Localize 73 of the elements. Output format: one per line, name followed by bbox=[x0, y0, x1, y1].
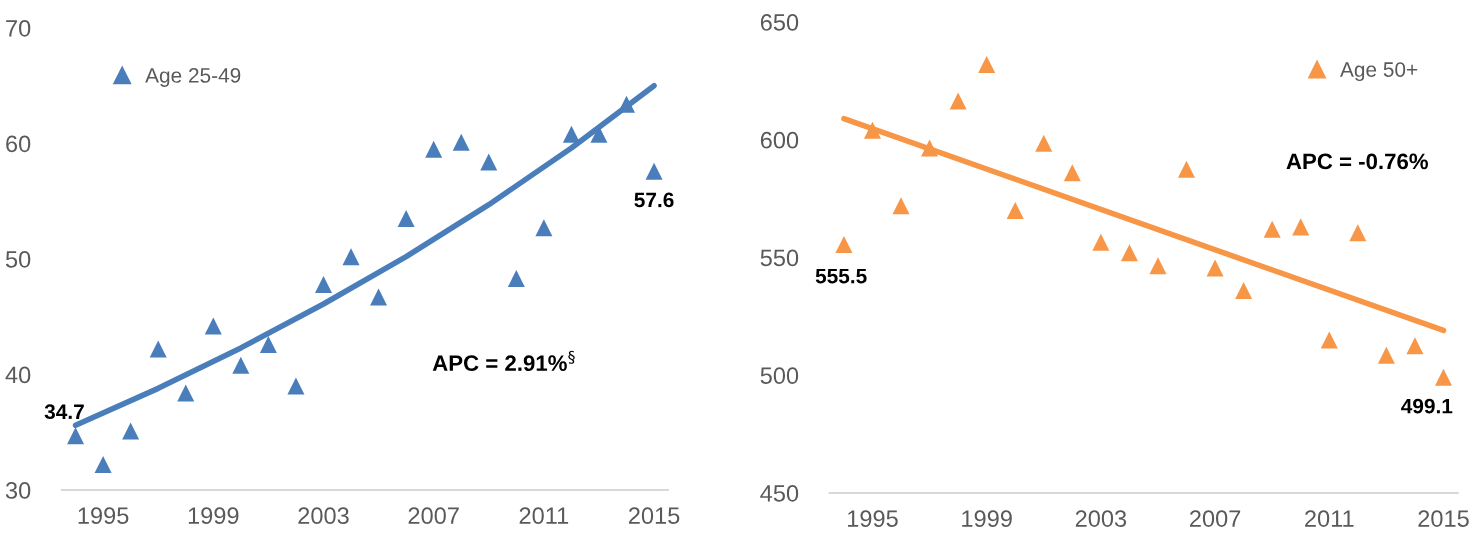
point bbox=[1320, 331, 1338, 349]
x-tick-label: 2007 bbox=[1190, 510, 1241, 527]
annotation: APC = -0.76% bbox=[1286, 153, 1428, 170]
point bbox=[287, 377, 305, 395]
point bbox=[507, 270, 525, 288]
point bbox=[1406, 337, 1424, 355]
point bbox=[342, 248, 360, 266]
data-label: 555.5 bbox=[815, 268, 867, 284]
x-tick-label: 2011 bbox=[519, 507, 569, 525]
y-tick-label: 450 bbox=[760, 485, 799, 502]
point bbox=[1377, 346, 1395, 364]
y-tick-label: 500 bbox=[760, 367, 799, 385]
data-label: 34.7 bbox=[44, 404, 84, 420]
point bbox=[425, 140, 443, 158]
point bbox=[835, 236, 853, 254]
point bbox=[1235, 281, 1253, 299]
y-tick-label: 40 bbox=[5, 366, 31, 384]
y-tick-label: 60 bbox=[6, 135, 31, 153]
point bbox=[892, 197, 910, 215]
legend-label: Age 50+ bbox=[1340, 62, 1418, 82]
point bbox=[1063, 164, 1081, 182]
point bbox=[232, 356, 250, 374]
point bbox=[949, 92, 967, 110]
y-tick-label: 600 bbox=[760, 131, 799, 149]
point bbox=[122, 422, 140, 440]
point bbox=[259, 335, 277, 353]
y-tick-label: 70 bbox=[6, 19, 31, 37]
point bbox=[1149, 257, 1167, 275]
y-tick-label: 50 bbox=[5, 251, 31, 268]
x-tick-label: 2003 bbox=[1075, 510, 1127, 527]
point bbox=[177, 384, 195, 402]
point bbox=[978, 55, 996, 73]
point bbox=[1006, 201, 1024, 219]
point bbox=[1263, 220, 1281, 238]
point bbox=[863, 121, 881, 139]
point bbox=[314, 275, 332, 293]
y-tick-label: 30 bbox=[5, 482, 31, 499]
point bbox=[562, 125, 580, 143]
point bbox=[618, 95, 636, 113]
point bbox=[94, 456, 112, 474]
x-tick-label: 1995 bbox=[848, 510, 898, 527]
point bbox=[1178, 160, 1196, 178]
y-tick-label: 550 bbox=[760, 249, 799, 267]
point bbox=[1206, 259, 1224, 277]
point bbox=[1349, 224, 1367, 242]
point bbox=[1292, 218, 1310, 236]
point bbox=[535, 219, 553, 237]
x-tick-label: 1995 bbox=[78, 507, 129, 525]
point bbox=[921, 139, 939, 157]
x-tick-label: 2015 bbox=[628, 507, 680, 525]
x-tick-label: 2015 bbox=[1418, 510, 1469, 527]
y-tick-label: 650 bbox=[760, 14, 799, 31]
x-tick-label: 2007 bbox=[408, 507, 459, 525]
point bbox=[452, 133, 470, 151]
point bbox=[1120, 244, 1138, 262]
legend-label: Age 25-49 bbox=[145, 68, 241, 87]
point bbox=[149, 340, 167, 358]
point bbox=[370, 288, 388, 306]
point bbox=[1092, 233, 1110, 251]
x-tick-label: 1999 bbox=[962, 510, 1012, 527]
data-label: 499.1 bbox=[1401, 398, 1453, 414]
point bbox=[480, 153, 498, 171]
x-tick-label: 2011 bbox=[1305, 510, 1354, 527]
x-tick-label: 2003 bbox=[298, 507, 349, 525]
data-label: 57.6 bbox=[634, 192, 674, 208]
point bbox=[1035, 134, 1053, 152]
x-tick-label: 1999 bbox=[188, 507, 239, 525]
point bbox=[397, 210, 415, 228]
annotation: APC = 2.91%$^{§}$ bbox=[432, 350, 575, 372]
point bbox=[67, 427, 85, 445]
point bbox=[645, 162, 663, 180]
point bbox=[1434, 368, 1452, 386]
point bbox=[204, 317, 222, 335]
